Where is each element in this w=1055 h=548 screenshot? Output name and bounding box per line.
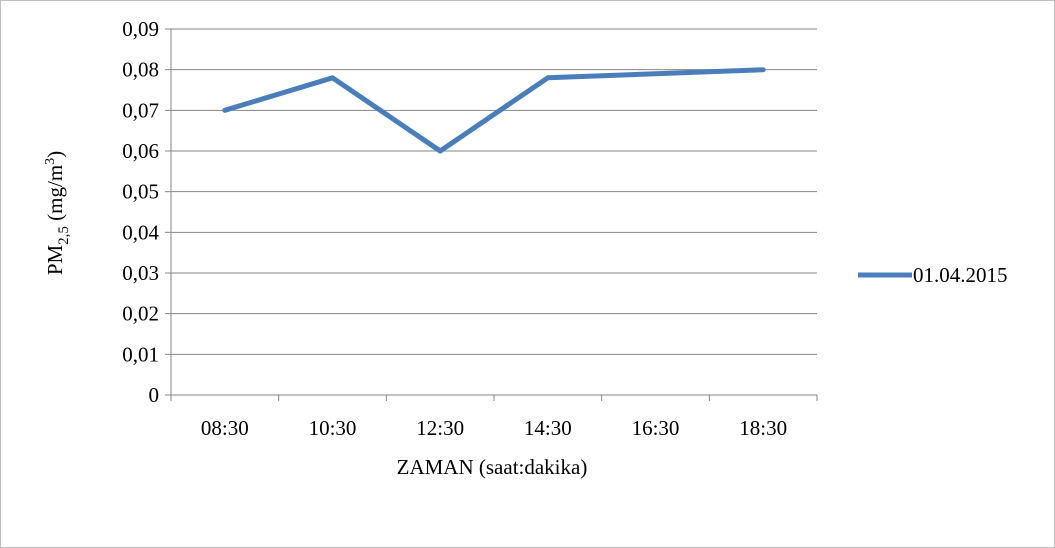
gridlines — [171, 28, 817, 355]
y-tick-label: 0,09 — [122, 17, 159, 41]
x-tick-label: 08:30 — [201, 416, 249, 440]
x-tick-label: 12:30 — [416, 416, 464, 440]
y-tick-label: 0,07 — [122, 98, 159, 122]
y-tick-label: 0,03 — [122, 261, 159, 285]
x-tick-label: 18:30 — [739, 416, 787, 440]
y-tick-label: 0,05 — [122, 180, 159, 204]
x-tick-label: 10:30 — [309, 416, 357, 440]
legend-label: 01.04.2015 — [913, 263, 1008, 287]
x-tick-label: 16:30 — [632, 416, 680, 440]
y-axis-title: PM2,5 (mg/m3) — [43, 151, 72, 275]
y-tick-label: 0,01 — [122, 342, 159, 366]
y-tick-label: 0,02 — [122, 302, 159, 326]
y-tick-label: 0 — [149, 383, 160, 407]
y-tick-labels: 0 0,01 0,02 0,03 0,04 0,05 0,06 0,07 0,08 0,09 — [122, 17, 159, 407]
y-tick-label: 0,06 — [122, 139, 159, 163]
legend: 01.04.2015 — [858, 263, 1008, 287]
y-tick-label: 0,08 — [122, 58, 159, 82]
series-layer — [222, 67, 766, 154]
x-axis-title: ZAMAN (saat:dakika) — [397, 455, 588, 479]
y-tick-label: 0,04 — [122, 220, 159, 244]
x-tick-label: 14:30 — [524, 416, 572, 440]
series-line — [222, 67, 766, 154]
axes — [165, 28, 818, 401]
x-tick-labels: 08:30 10:30 12:30 14:30 16:30 18:30 — [201, 416, 787, 440]
